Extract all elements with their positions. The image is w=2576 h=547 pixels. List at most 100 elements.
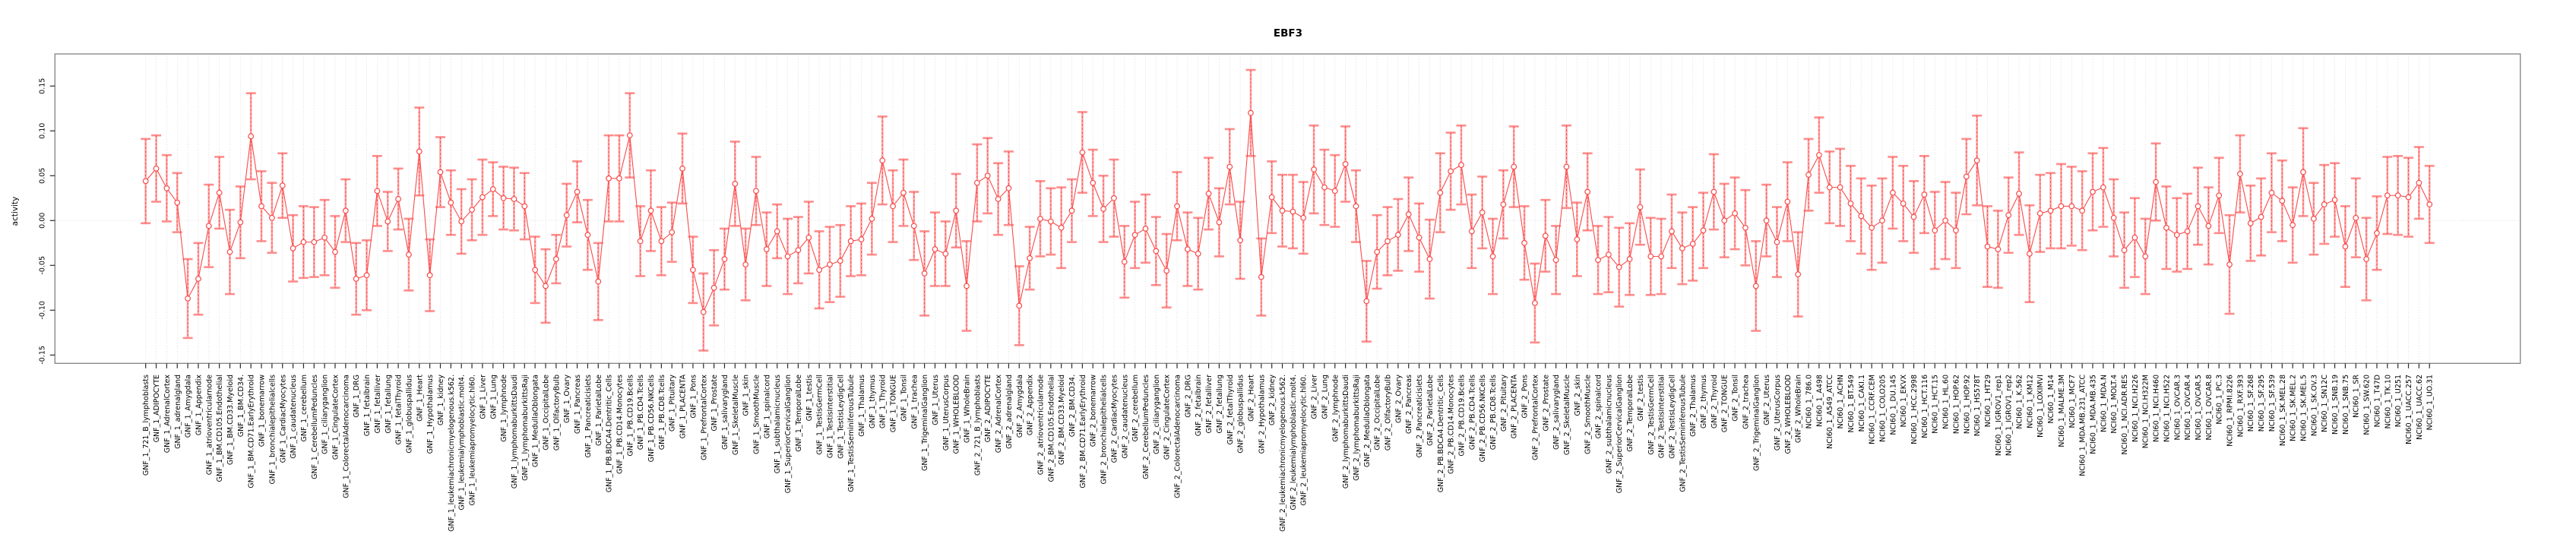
data-point bbox=[195, 276, 201, 282]
x-category-label: GNF_1_Pancreas bbox=[574, 375, 582, 434]
data-point bbox=[2005, 212, 2012, 219]
x-category-label: GNF_2_BM.CD34. bbox=[1068, 375, 1077, 437]
data-point bbox=[595, 278, 602, 285]
x-category-label: GNF_2_Uterus bbox=[1763, 375, 1771, 425]
x-category-label: GNF_2_PB.BDCA4.Dentritic_Cells bbox=[1437, 375, 1445, 492]
x-category-label: GNF_1_bronchialepithelialcells bbox=[268, 375, 277, 485]
x-category-label: GNF_1_globuspallidus bbox=[405, 375, 413, 454]
x-category-label: NCI60_1_MDA.N bbox=[2100, 375, 2108, 432]
data-point bbox=[489, 186, 496, 192]
x-category-label: NCI60_1_SW.620 bbox=[2363, 375, 2372, 435]
data-point bbox=[1353, 203, 1359, 210]
x-category-label: GNF_1_ColorectalAdenocarcinoma bbox=[342, 375, 350, 498]
data-point bbox=[1216, 219, 1223, 226]
data-point bbox=[363, 272, 370, 279]
x-category-label: GNF_1_Heart bbox=[416, 375, 424, 422]
data-point bbox=[2184, 228, 2191, 235]
data-point bbox=[921, 270, 928, 277]
data-point bbox=[763, 246, 770, 252]
data-point bbox=[1921, 191, 1928, 198]
data-point bbox=[1268, 194, 1275, 201]
data-point bbox=[1963, 173, 1970, 180]
x-category-label: GNF_2_skin bbox=[1574, 375, 1582, 416]
x-category-label: GNF_1_cerebellum bbox=[300, 375, 309, 442]
data-point bbox=[1837, 184, 1843, 191]
data-point bbox=[1458, 162, 1464, 169]
data-point bbox=[1342, 161, 1349, 167]
data-point bbox=[964, 283, 970, 289]
data-point bbox=[1953, 227, 1959, 234]
data-point bbox=[342, 207, 349, 214]
data-point bbox=[869, 216, 875, 222]
x-category-label: NCI60_1_IGROV1_rep1 bbox=[1995, 375, 2003, 456]
data-point bbox=[584, 232, 591, 239]
data-point bbox=[1479, 209, 1486, 216]
data-point bbox=[942, 251, 949, 257]
data-point bbox=[1732, 210, 1738, 217]
x-category-label: NCI60_1_HS578T bbox=[1973, 375, 1982, 436]
x-category-label: GNF_1_TestisLeydigCell bbox=[837, 375, 845, 459]
data-point bbox=[185, 296, 191, 302]
x-category-label: NCI60_1_MOLT.4 bbox=[2110, 375, 2119, 434]
x-category-label: GNF_1_TestisGermCell bbox=[816, 375, 824, 455]
data-point bbox=[1195, 251, 1201, 257]
x-category-label: GNF_1_ciliaryganglion bbox=[321, 375, 330, 454]
data-point bbox=[774, 228, 780, 235]
data-point bbox=[984, 172, 991, 179]
x-category-label: GNF_2_CardiacMyocytes bbox=[1110, 375, 1119, 463]
data-point bbox=[1237, 237, 1244, 244]
data-point bbox=[1511, 163, 1517, 170]
x-category-label: GNF_1_Pons bbox=[689, 375, 698, 419]
x-category-label: GNF_1_DRG bbox=[353, 375, 361, 418]
x-category-label: NCI60_1_SF.539 bbox=[2268, 375, 2277, 432]
x-category-label: GNF_2_PrefrontalCortex bbox=[1531, 375, 1540, 460]
data-point bbox=[1815, 152, 1822, 159]
x-category-label: GNF_1_PB.CD14.Monocytes bbox=[616, 375, 624, 474]
x-category-label: NCI60_1_MCF7 bbox=[2068, 375, 2077, 428]
x-category-label: GNF_1_Pancreaticislets bbox=[584, 375, 593, 458]
data-point bbox=[448, 199, 454, 206]
data-point bbox=[1763, 217, 1770, 224]
x-category-label: GNF_2_WholeBrain bbox=[1795, 375, 1803, 443]
x-category-label: NCI60_1_MDA.MB.231_ATCC bbox=[2079, 375, 2087, 476]
data-point bbox=[300, 239, 307, 245]
data-point bbox=[269, 214, 275, 221]
data-point bbox=[1121, 258, 1128, 265]
x-category-label: NCI60_1_HCC.2998 bbox=[1910, 375, 1919, 444]
x-category-label: NCI60_1_HCT.116 bbox=[1921, 375, 1929, 438]
data-point bbox=[2016, 190, 2022, 197]
data-point bbox=[1669, 228, 1675, 235]
x-category-label: GNF_2_TemporalLobe bbox=[1626, 375, 1635, 452]
data-point bbox=[163, 185, 170, 191]
x-category-label: GNF_1_ADIPOCYTE bbox=[153, 375, 161, 442]
x-category-label: NCI60_1_NCI.H522 bbox=[2163, 375, 2171, 442]
data-point bbox=[1900, 200, 1907, 207]
x-category-label: GNF_2_fetallung bbox=[1216, 375, 1224, 434]
x-category-label: GNF_2_PB.CD56.NKCells bbox=[1479, 375, 1487, 462]
x-category-label: GNF_2_PB.CD14.Monocytes bbox=[1448, 375, 1456, 474]
data-point bbox=[1248, 109, 1254, 116]
data-point bbox=[1016, 302, 1023, 309]
data-point bbox=[1679, 245, 1685, 251]
x-category-label: GNF_2_AdrenalCortex bbox=[995, 375, 1003, 454]
x-category-label: NCI60_1_OVCAR.5 bbox=[2195, 375, 2203, 440]
x-category-label: NCI60_1_LOXIMVI bbox=[2036, 375, 2045, 438]
x-category-label: GNF_1_trachea bbox=[910, 375, 919, 429]
data-point bbox=[1984, 243, 1991, 250]
data-point bbox=[1858, 213, 1865, 220]
x-category-label: GNF_1_Thyroid bbox=[879, 375, 888, 428]
data-point bbox=[1889, 189, 1896, 196]
x-category-label: GNF_1_thymus bbox=[869, 375, 877, 428]
data-point bbox=[1774, 239, 1780, 245]
data-point bbox=[2090, 188, 2096, 195]
data-point bbox=[437, 169, 444, 175]
data-point bbox=[458, 218, 465, 225]
data-point bbox=[2394, 192, 2401, 199]
data-point bbox=[1563, 163, 1570, 170]
x-category-label: NCI60_1_SK.OV.3 bbox=[2310, 375, 2318, 436]
error-bar-caps bbox=[141, 68, 2435, 352]
data-point bbox=[2205, 223, 2212, 229]
data-point bbox=[2226, 261, 2233, 268]
data-point bbox=[1574, 236, 1581, 242]
x-category-label: GNF_1_UterusCorpus bbox=[942, 375, 951, 451]
